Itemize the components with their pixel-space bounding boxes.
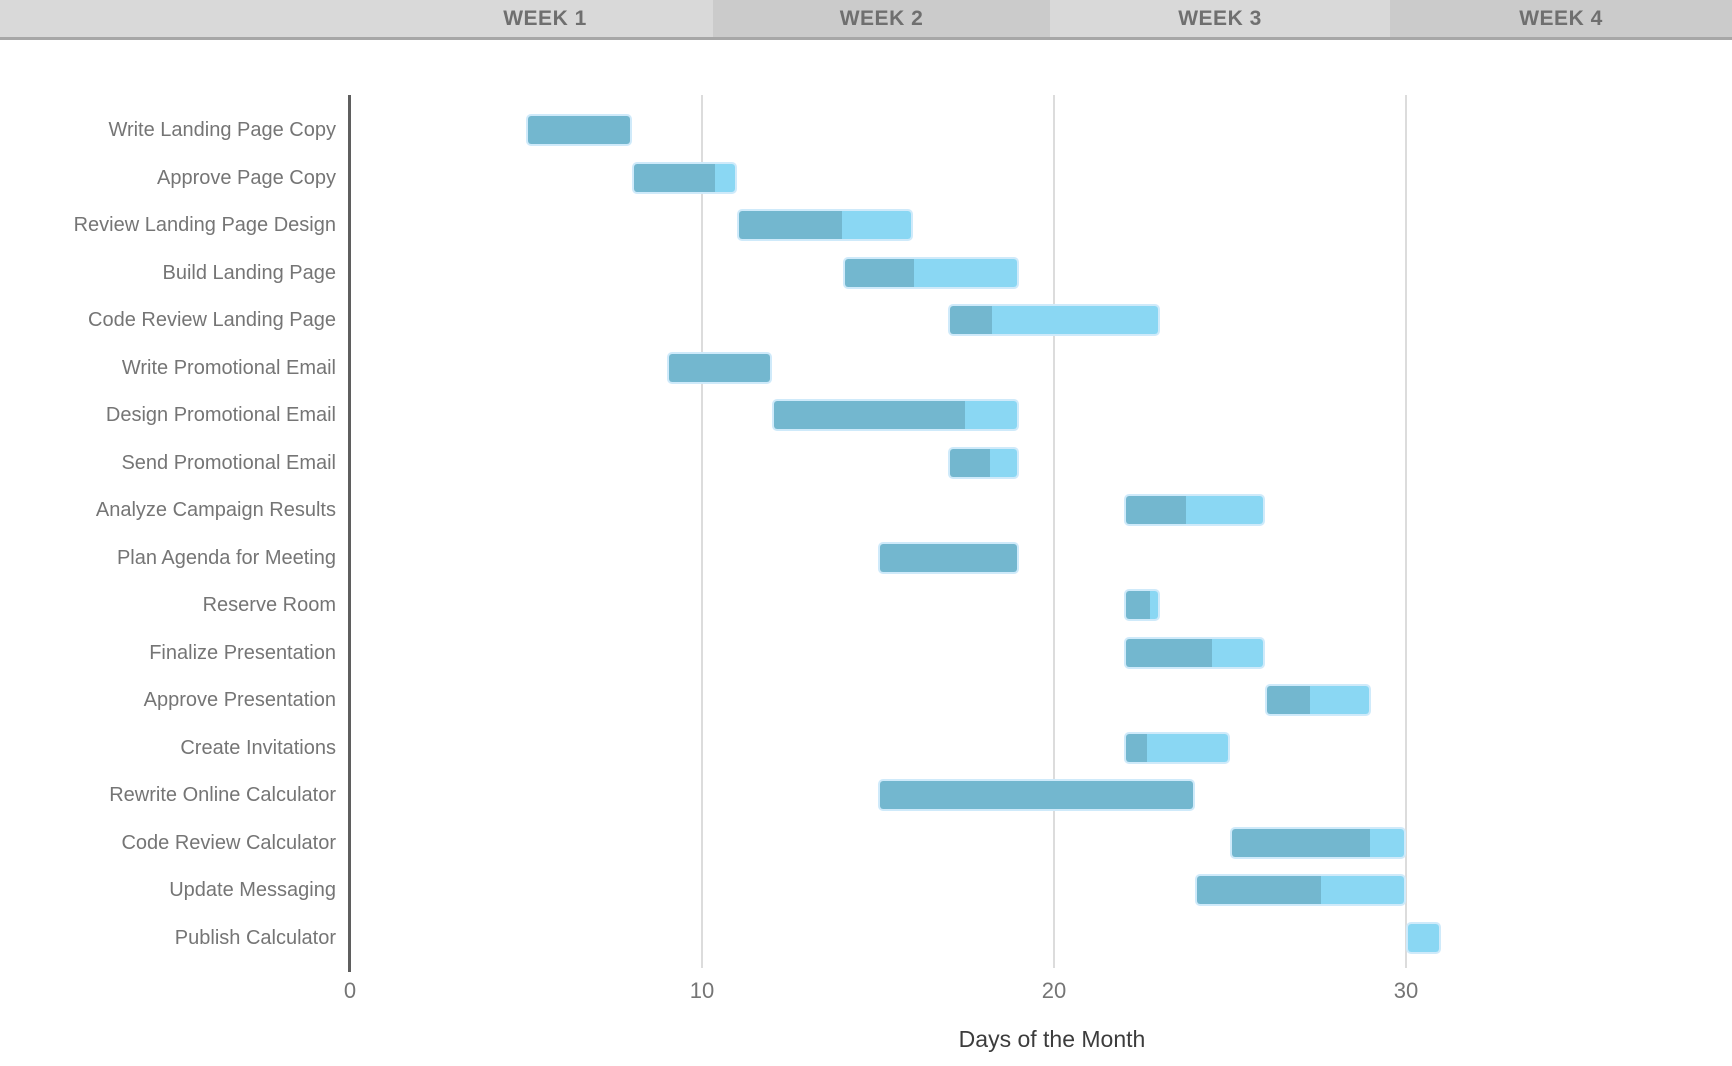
- x-tick-label: 10: [689, 978, 715, 1003]
- task-bar-remaining-segment: [964, 401, 1017, 429]
- task-bar-completed-segment: [668, 353, 771, 382]
- task-label: Reserve Room: [202, 594, 336, 616]
- task-bar-completed-segment: [528, 116, 630, 144]
- task-bar-completed-segment: [1232, 828, 1370, 857]
- task-label: Code Review Calculator: [121, 831, 336, 854]
- task-bar-remaining-segment: [714, 163, 736, 192]
- task-label: Design Promotional Email: [105, 404, 336, 426]
- task-bar[interactable]: [1124, 494, 1266, 526]
- x-axis-title: Days of the Month: [958, 1026, 1146, 1052]
- task-bar-completed-segment: [880, 543, 1017, 572]
- x-tick-label: 20: [1041, 978, 1067, 1003]
- task-bar-completed-segment: [880, 781, 1193, 809]
- task-bar-remaining-segment: [913, 258, 1017, 287]
- task-bar[interactable]: [878, 779, 1195, 811]
- task-label: Write Landing Page Copy: [108, 119, 336, 141]
- week-label-2: WEEK 2: [839, 6, 924, 30]
- task-bar[interactable]: [1265, 684, 1371, 716]
- task-bar-completed-segment: [1126, 496, 1187, 524]
- task-label: Finalize Presentation: [149, 641, 336, 664]
- task-label: Analyze Campaign Results: [95, 499, 336, 521]
- task-bar-completed-segment: [1126, 591, 1150, 619]
- task-bar-remaining-segment: [1369, 828, 1404, 857]
- task-bar-remaining-segment: [1146, 733, 1228, 762]
- gantt-chart: Days of the Month 0 10 20 30 Write Landing P…: [0, 40, 1732, 1066]
- task-bar-completed-segment: [633, 163, 715, 192]
- task-bar-completed-segment: [950, 306, 992, 334]
- task-bar-remaining-segment: [1149, 591, 1158, 619]
- task-label: Approve Presentation: [143, 689, 336, 711]
- task-label: Create Invitations: [180, 736, 336, 759]
- task-bar[interactable]: [666, 351, 773, 384]
- week-4-shaded-segment: [1390, 0, 1732, 37]
- task-bar-remaining-segment: [842, 211, 912, 239]
- task-label: Approve Page Copy: [156, 166, 336, 189]
- task-bar-remaining-segment: [1408, 923, 1440, 952]
- task-label: Write Promotional Email: [121, 356, 336, 379]
- task-label: Send Promotional Email: [121, 451, 336, 474]
- week-2-shaded-segment: [713, 0, 1050, 37]
- task-label: Publish Calculator: [174, 926, 336, 949]
- gridline: [701, 95, 703, 968]
- task-bar-completed-segment: [1267, 686, 1310, 714]
- task-bar[interactable]: [772, 399, 1019, 431]
- task-bar-completed-segment: [1126, 638, 1212, 667]
- gridline: [1405, 95, 1407, 968]
- task-bar[interactable]: [1406, 921, 1442, 954]
- task-bar-completed-segment: [739, 211, 843, 239]
- task-bar-remaining-segment: [1211, 638, 1264, 667]
- task-bar-remaining-segment: [1321, 876, 1404, 904]
- task-bar[interactable]: [737, 209, 914, 241]
- task-bar[interactable]: [842, 256, 1019, 289]
- task-bar-completed-segment: [1126, 733, 1147, 762]
- task-label: Update Messaging: [169, 879, 336, 901]
- task-bar[interactable]: [631, 161, 738, 194]
- week-label-1: WEEK 1: [503, 6, 587, 30]
- y-axis-line: [348, 95, 351, 972]
- task-bar[interactable]: [1124, 589, 1160, 621]
- week-label-3: WEEK 3: [1178, 6, 1262, 30]
- task-bar-completed-segment: [774, 401, 965, 429]
- task-bar-completed-segment: [1196, 876, 1322, 904]
- task-bar-completed-segment: [844, 258, 914, 287]
- task-bar[interactable]: [1230, 826, 1406, 859]
- gridline: [1053, 95, 1055, 968]
- task-bar-remaining-segment: [1309, 686, 1369, 714]
- task-label: Plan Agenda for Meeting: [116, 546, 336, 569]
- task-label: Review Landing Page Design: [73, 214, 336, 236]
- task-label: Rewrite Online Calculator: [109, 784, 336, 806]
- task-bar-remaining-segment: [990, 448, 1017, 477]
- week-header-bar: WEEK 1 WEEK 2 WEEK 3 WEEK 4: [0, 0, 1732, 40]
- task-bar-completed-segment: [950, 448, 991, 477]
- task-bar[interactable]: [948, 304, 1160, 336]
- task-bar[interactable]: [948, 446, 1019, 479]
- task-bar[interactable]: [1124, 731, 1230, 764]
- task-bar[interactable]: [878, 541, 1019, 574]
- task-bar-remaining-segment: [991, 306, 1158, 334]
- task-bar[interactable]: [1194, 874, 1406, 906]
- task-label: Code Review Landing Page: [88, 309, 336, 331]
- task-bar[interactable]: [526, 114, 632, 146]
- task-label: Build Landing Page: [162, 261, 336, 284]
- x-tick-label: 0: [343, 978, 357, 1003]
- x-tick-label: 30: [1393, 978, 1419, 1003]
- task-bar-remaining-segment: [1186, 496, 1264, 524]
- week-label-4: WEEK 4: [1519, 6, 1603, 30]
- task-bar[interactable]: [1124, 636, 1266, 669]
